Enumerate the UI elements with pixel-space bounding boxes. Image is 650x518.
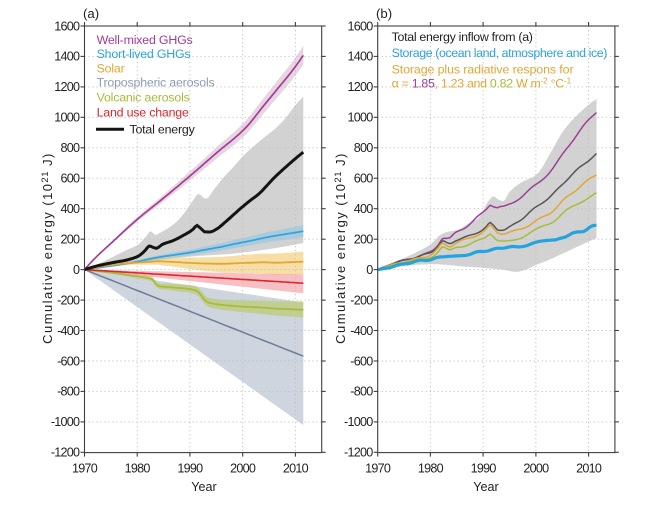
svg-text:200: 200: [61, 233, 81, 247]
svg-text:1980: 1980: [418, 461, 444, 475]
svg-text:-400: -400: [350, 324, 373, 338]
svg-text:1200: 1200: [54, 80, 80, 94]
svg-text:Well-mixed GHGs: Well-mixed GHGs: [97, 33, 193, 47]
svg-text:Cumulative energy (1021 J): Cumulative energy (1021 J): [40, 152, 55, 344]
svg-text:-1200: -1200: [344, 446, 373, 460]
svg-text:1200: 1200: [347, 80, 373, 94]
svg-text:2000: 2000: [523, 461, 549, 475]
svg-text:(a): (a): [83, 6, 99, 21]
svg-text:600: 600: [354, 172, 374, 186]
svg-text:Tropospheric aerosols: Tropospheric aerosols: [97, 76, 215, 90]
svg-text:-200: -200: [57, 293, 80, 307]
svg-text:2010: 2010: [283, 461, 309, 475]
svg-text:-800: -800: [350, 385, 373, 399]
svg-text:2010: 2010: [576, 461, 602, 475]
svg-text:1400: 1400: [54, 50, 80, 64]
svg-text:-1000: -1000: [344, 415, 373, 429]
svg-text:-1000: -1000: [51, 415, 80, 429]
svg-text:1600: 1600: [54, 19, 80, 33]
svg-text:2000: 2000: [230, 461, 256, 475]
svg-text:400: 400: [61, 202, 81, 216]
svg-text:Short-lived GHGs: Short-lived GHGs: [97, 47, 191, 61]
svg-text:0: 0: [366, 263, 373, 277]
svg-text:Land use change: Land use change: [97, 105, 189, 119]
svg-text:1970: 1970: [72, 461, 98, 475]
svg-text:α = 1.85, 1.23 and 0.82 W m-2: α = 1.85, 1.23 and 0.82 W m-2 °C-1: [392, 76, 572, 91]
svg-text:400: 400: [354, 202, 374, 216]
svg-text:Total energy inflow from (a): Total energy inflow from (a): [392, 30, 533, 44]
svg-text:Cumulative energy (1021 J): Cumulative energy (1021 J): [333, 152, 348, 344]
svg-text:1990: 1990: [177, 461, 203, 475]
svg-text:-200: -200: [350, 293, 373, 307]
svg-text:600: 600: [61, 172, 81, 186]
svg-text:-1200: -1200: [51, 446, 80, 460]
svg-text:800: 800: [61, 141, 81, 155]
svg-text:800: 800: [354, 141, 374, 155]
svg-text:1000: 1000: [347, 111, 373, 125]
svg-text:Total energy: Total energy: [130, 123, 196, 137]
svg-text:-600: -600: [350, 354, 373, 368]
svg-text:1600: 1600: [347, 19, 373, 33]
svg-text:1980: 1980: [125, 461, 151, 475]
svg-text:1990: 1990: [471, 461, 497, 475]
svg-text:Storage plus radiative respons: Storage plus radiative respons for: [392, 63, 574, 77]
svg-text:1400: 1400: [347, 50, 373, 64]
svg-text:Year: Year: [473, 480, 498, 494]
svg-text:0: 0: [73, 263, 80, 277]
svg-text:Storage (ocean land, atmospher: Storage (ocean land, atmosphere and ice): [392, 46, 608, 60]
svg-text:Volcanic aerosols: Volcanic aerosols: [97, 91, 190, 105]
svg-text:-800: -800: [57, 385, 80, 399]
svg-text:1970: 1970: [365, 461, 391, 475]
svg-text:(b): (b): [376, 6, 392, 21]
svg-text:-600: -600: [57, 354, 80, 368]
svg-text:Solar: Solar: [97, 61, 125, 75]
svg-text:200: 200: [354, 233, 374, 247]
svg-text:1000: 1000: [54, 111, 80, 125]
svg-text:-400: -400: [57, 324, 80, 338]
svg-text:Year: Year: [191, 480, 216, 494]
